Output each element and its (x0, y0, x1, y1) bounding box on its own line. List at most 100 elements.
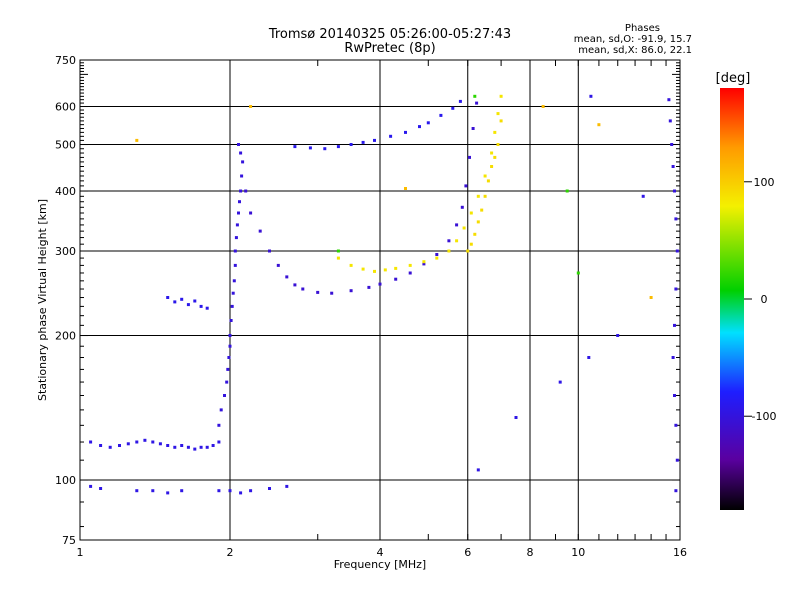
data-point (455, 223, 459, 227)
y-tick-label: 200 (55, 330, 76, 343)
data-point (268, 249, 271, 253)
data-series (336, 94, 503, 273)
data-point (180, 444, 184, 447)
data-point (336, 249, 340, 253)
data-point (143, 438, 147, 442)
data-point (435, 253, 439, 256)
data-point (404, 187, 407, 190)
data-point (451, 106, 455, 110)
data-point (394, 266, 398, 270)
data-point (447, 249, 451, 253)
data-point (225, 380, 229, 384)
data-point (675, 249, 679, 253)
x-tick-label: 2 (227, 546, 234, 559)
data-point (135, 138, 139, 142)
data-point (460, 205, 464, 209)
data-series (667, 98, 679, 493)
y-tick-label: 400 (55, 185, 76, 198)
data-point (239, 189, 243, 193)
data-point (673, 323, 676, 327)
data-point (349, 289, 353, 293)
data-point (486, 179, 490, 183)
data-point (237, 211, 240, 215)
data-point (228, 344, 232, 348)
data-point (166, 444, 170, 447)
data-series (89, 438, 221, 451)
data-point (180, 489, 184, 493)
data-point (235, 223, 239, 227)
grid-layer (80, 60, 680, 540)
data-series (166, 296, 209, 310)
data-point (258, 229, 262, 233)
data-point (249, 489, 253, 493)
data-point (422, 262, 426, 266)
data-point (361, 267, 365, 271)
data-point (173, 445, 177, 449)
data-point (480, 208, 484, 212)
data-point (674, 217, 678, 221)
ticks-layer: 1 2 4 6 8 10 16 75 100 200 300 400 500 600 750 (55, 54, 687, 559)
data-point (361, 140, 365, 144)
data-point (668, 119, 672, 123)
data-point (349, 143, 353, 146)
data-point (89, 484, 93, 488)
data-point (473, 232, 477, 236)
data-point (389, 134, 393, 138)
data-point (229, 319, 233, 322)
data-point (476, 220, 480, 224)
data-point (496, 112, 500, 116)
data-point (455, 239, 459, 243)
colorbar-tick-label: 100 (754, 176, 775, 189)
data-point (227, 356, 231, 359)
data-point (514, 416, 518, 419)
data-point (301, 287, 305, 291)
data-point (239, 151, 243, 155)
data-point (576, 271, 580, 275)
data-point (241, 160, 245, 164)
data-point (404, 130, 407, 134)
data-point (499, 94, 503, 98)
data-point (232, 279, 236, 283)
data-point (151, 489, 155, 493)
data-point (316, 290, 320, 294)
data-point (239, 491, 243, 495)
data-point (468, 155, 471, 159)
colorbar-tick-label: -100 (752, 410, 777, 423)
data-series (135, 105, 653, 299)
data-point (483, 174, 487, 178)
data-point (249, 105, 253, 108)
data-point (349, 263, 353, 267)
data-point (462, 226, 466, 230)
x-axis-label: Frequency [MHz] (334, 558, 426, 571)
data-point (670, 143, 674, 146)
data-point (641, 194, 645, 198)
data-point (244, 189, 248, 193)
data-point (490, 165, 494, 168)
data-point (330, 291, 334, 295)
data-series (217, 143, 245, 427)
data-point (673, 189, 676, 193)
x-tick-label: 16 (673, 546, 687, 559)
data-point (108, 445, 112, 449)
data-point (476, 468, 480, 472)
data-point (276, 263, 280, 267)
y-tick-label: 100 (55, 474, 76, 487)
y-axis-label: Stationary phase Virtual Height [km] (36, 199, 49, 401)
data-point (383, 268, 387, 272)
stats-line-x: mean, sd,X: 86.0, 22.1 (578, 45, 692, 56)
data-point (674, 287, 678, 291)
data-point (671, 356, 675, 359)
data-series (293, 99, 462, 151)
data-point (422, 260, 426, 264)
data-series (466, 119, 503, 253)
data-point (99, 487, 103, 490)
data-point (219, 408, 223, 412)
x-tick-label: 1 (77, 546, 84, 559)
data-point (496, 143, 500, 146)
data-point (367, 285, 371, 289)
data-point (158, 442, 162, 446)
data-point (237, 143, 240, 146)
data-point (589, 94, 593, 98)
chart-subtitle: RwPretec (8p) (344, 41, 436, 56)
stats-line-o: mean, sd,O: -91.9, 15.7 (573, 34, 692, 45)
